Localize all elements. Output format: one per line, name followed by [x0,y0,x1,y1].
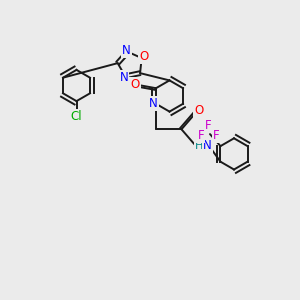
Text: F: F [205,119,212,132]
Text: F: F [198,129,204,142]
Text: Cl: Cl [71,110,82,124]
Text: N: N [203,139,212,152]
Text: F: F [213,129,220,142]
Text: N: N [119,71,128,84]
Text: O: O [130,78,140,91]
Text: O: O [139,50,148,63]
Text: N: N [122,44,131,57]
Text: H: H [195,141,204,151]
Text: O: O [194,104,203,117]
Text: N: N [148,97,158,110]
